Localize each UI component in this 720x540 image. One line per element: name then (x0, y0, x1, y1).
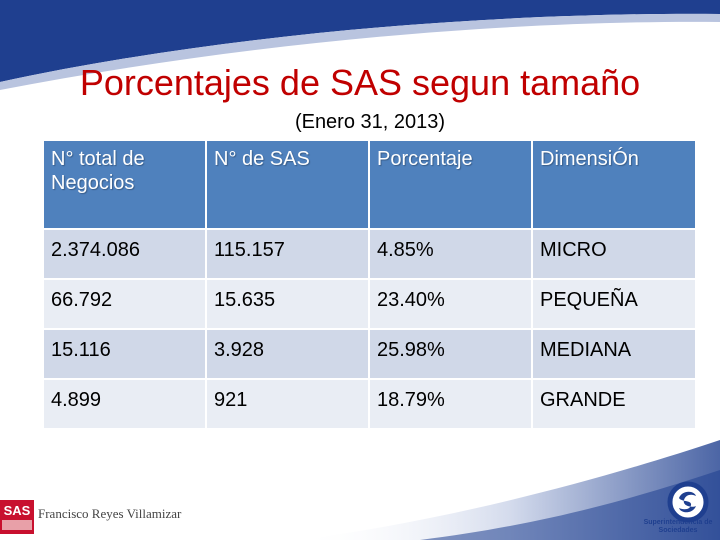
cell-numero-sas: 115.157 (205, 228, 370, 280)
cell-total-negocios: 15.116 (42, 328, 207, 380)
cell-dimension: PEQUEÑA (531, 278, 697, 330)
table-row: 2.374.086 115.157 4.85% MICRO (42, 228, 697, 280)
cell-total-negocios: 66.792 (42, 278, 207, 330)
cell-numero-sas: 15.635 (205, 278, 370, 330)
bottom-swoosh-decoration (300, 440, 720, 540)
sas-table: N° total de Negocios N° de SAS Porcentaj… (42, 139, 697, 430)
table-header-row: N° total de Negocios N° de SAS Porcentaj… (42, 139, 697, 230)
sas-logo-strip (2, 520, 32, 530)
slide-subtitle: (Enero 31, 2013) (294, 111, 446, 133)
header-numero-sas: N° de SAS (205, 139, 370, 230)
sas-logo: SAS (0, 500, 34, 534)
header-porcentaje: Porcentaje (368, 139, 533, 230)
superintendencia-logo (667, 481, 709, 523)
cell-total-negocios: 4.899 (42, 378, 207, 430)
cell-porcentaje: 18.79% (368, 378, 533, 430)
author-name: Francisco Reyes Villamizar (38, 506, 182, 521)
cell-dimension: MEDIANA (531, 328, 697, 380)
header-dimension: DimensiÓn (531, 139, 697, 230)
cell-dimension: MICRO (531, 228, 697, 280)
cell-numero-sas: 3.928 (205, 328, 370, 380)
cell-porcentaje: 4.85% (368, 228, 533, 280)
header-total-negocios: N° total de Negocios (42, 139, 207, 230)
sas-logo-text: SAS (3, 503, 31, 518)
table-row: 66.792 15.635 23.40% PEQUEÑA (42, 278, 697, 330)
cell-porcentaje: 25.98% (368, 328, 533, 380)
superintendencia-caption: Superintendencia de Sociedades (643, 519, 713, 534)
cell-total-negocios: 2.374.086 (42, 228, 207, 280)
cell-dimension: GRANDE (531, 378, 697, 430)
top-swoosh-decoration (0, 0, 720, 90)
cell-numero-sas: 921 (205, 378, 370, 430)
slide-title: Porcentajes de SAS segun tamaño (79, 62, 641, 103)
table-row: 15.116 3.928 25.98% MEDIANA (42, 328, 697, 380)
cell-porcentaje: 23.40% (368, 278, 533, 330)
table-row: 4.899 921 18.79% GRANDE (42, 378, 697, 430)
